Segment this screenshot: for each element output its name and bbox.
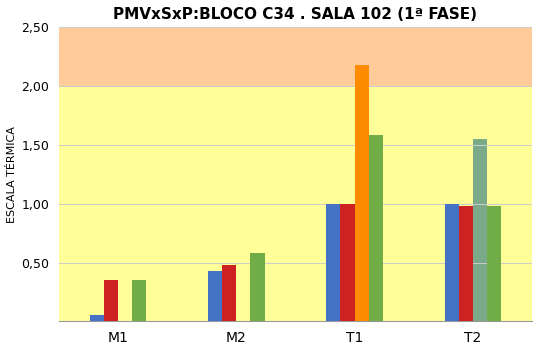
Bar (251, 253, 265, 321)
Bar (369, 136, 383, 321)
Bar (59, 27, 532, 86)
Bar (473, 139, 487, 321)
Bar (341, 204, 355, 321)
Bar (355, 65, 369, 321)
Bar (59, 86, 532, 321)
Title: PMVxSxP:BLOCO C34 . SALA 102 (1ª FASE): PMVxSxP:BLOCO C34 . SALA 102 (1ª FASE) (113, 7, 478, 22)
Bar (104, 280, 118, 321)
Bar (89, 315, 104, 321)
Bar (487, 206, 501, 321)
Bar (355, 133, 369, 321)
Bar (222, 265, 236, 321)
Bar (364, 136, 379, 321)
Bar (132, 280, 147, 321)
Bar (459, 206, 473, 321)
Bar (445, 204, 459, 321)
Bar (208, 271, 222, 321)
Bar (326, 204, 341, 321)
Y-axis label: ESCALA TÉRMICA: ESCALA TÉRMICA (7, 126, 17, 223)
